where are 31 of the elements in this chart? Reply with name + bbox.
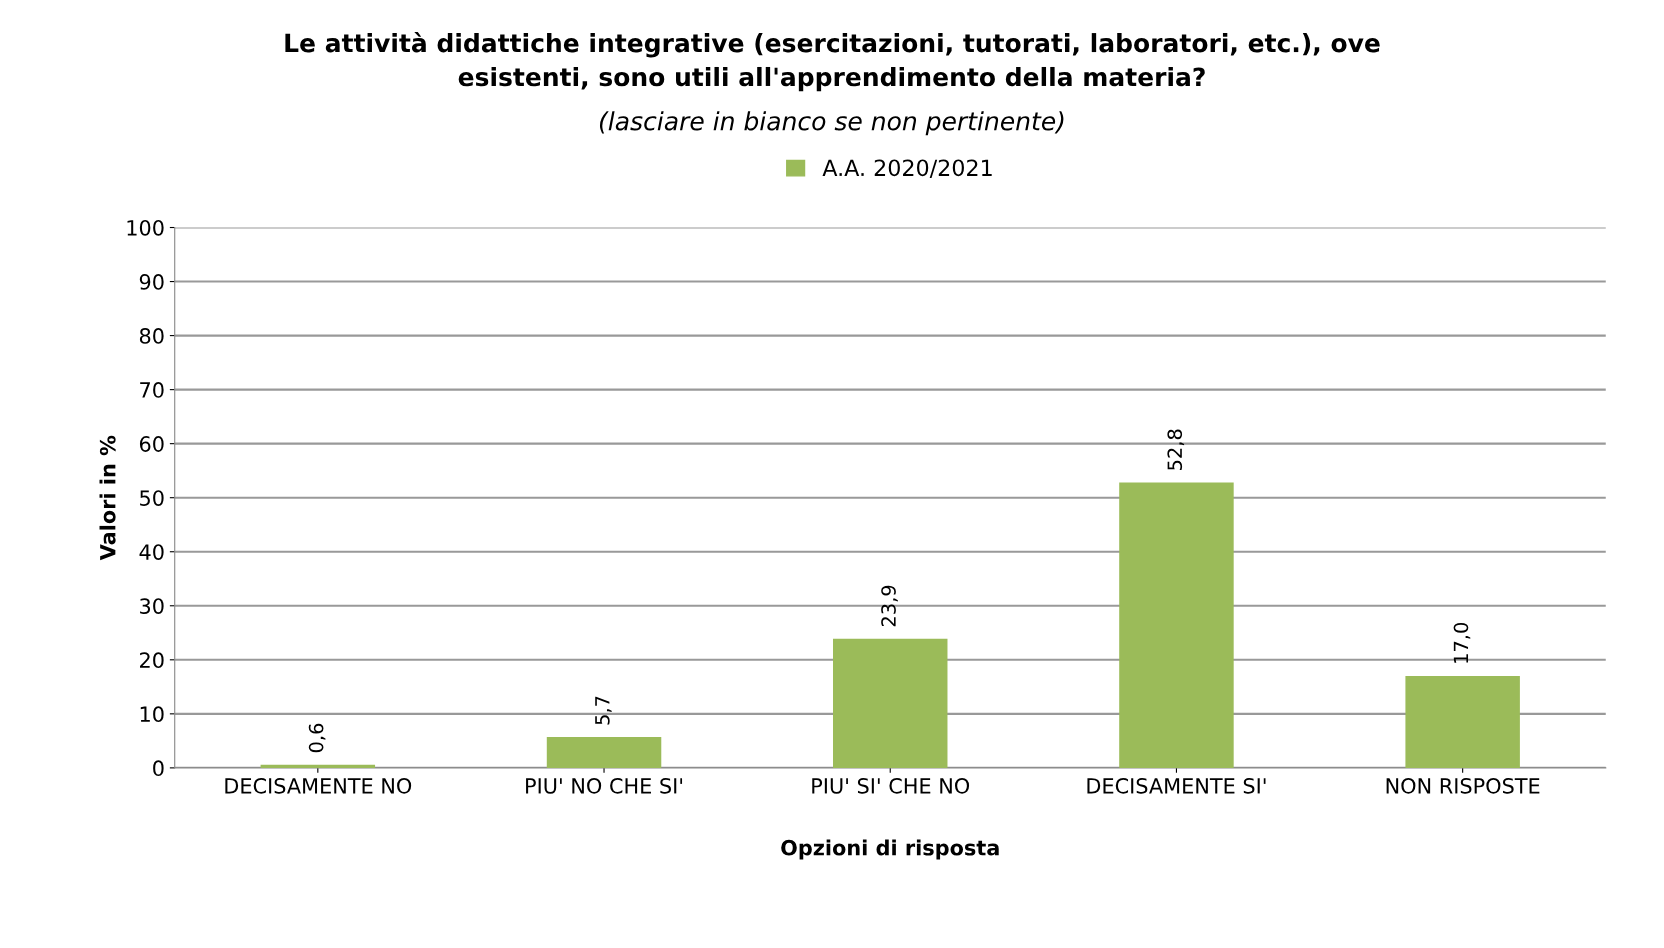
chart-subtitle: (lasciare in bianco se non pertinente) [599, 111, 1064, 136]
y-tick-label: 60 [139, 436, 164, 452]
y-tick-label: 30 [140, 598, 164, 614]
x-tick-label: PIU' NO CHE SI' [526, 777, 683, 794]
chart-title: Le attività didattiche integrative (esercitazioni, tutorati, laboratori, etc.), ove esistenti, sono utili all'apprendimento della materia? [285, 32, 1380, 92]
bar [546, 737, 662, 768]
y-tick-label: 100 [127, 219, 164, 236]
y-tick-label: 40 [139, 544, 164, 560]
y-tick-label: 70 [140, 382, 164, 398]
x-tick-label: DECISAMENTE SI' [1087, 777, 1266, 794]
y-tick-label: 80 [139, 328, 164, 344]
x-tick-label: NON RISPOSTE [1386, 777, 1540, 794]
y-tick-label: 90 [139, 274, 164, 290]
data-label: 5,7 [595, 696, 612, 725]
y-tick-label: 50 [140, 490, 164, 506]
data-label: 17,0 [1453, 622, 1471, 663]
bar [1405, 676, 1520, 768]
x-tick-label: DECISAMENTE NO [225, 777, 412, 794]
legend-label: A.A. 2020/2021 [822, 159, 992, 178]
y-axis-title: Valori in % [99, 435, 116, 561]
bar [833, 638, 948, 768]
x-axis-title: Opzioni di risposta [781, 839, 999, 860]
x-tick-label: PIU' SI' CHE NO [812, 777, 970, 794]
y-tick-label: 10 [140, 706, 164, 723]
data-label: 0,6 [308, 723, 326, 753]
bar [1119, 482, 1234, 768]
data-label: 23,9 [881, 585, 898, 627]
y-tick-label: 20 [140, 652, 164, 669]
data-label: 52,8 [1167, 429, 1185, 470]
bar [260, 764, 376, 768]
y-tick-label: 0 [153, 760, 164, 777]
